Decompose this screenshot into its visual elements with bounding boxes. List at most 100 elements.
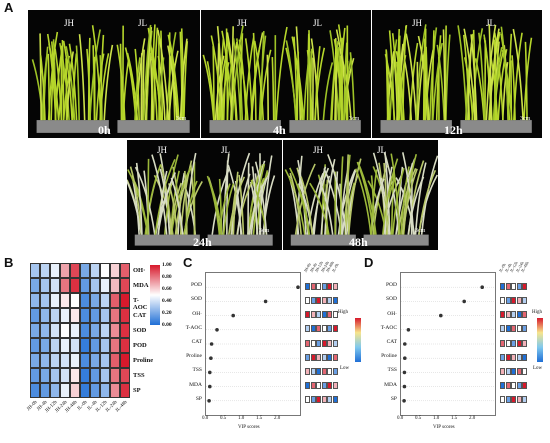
colorbar-tick-label: 0.00	[162, 322, 172, 328]
vip-color-square	[316, 325, 321, 333]
heatmap-cell	[110, 293, 120, 308]
heatmap-cell	[40, 308, 50, 323]
vip-color-square	[305, 367, 310, 375]
seedling-leaf	[66, 51, 74, 121]
seedling-graphic	[28, 10, 200, 138]
seedling-leaf	[231, 25, 244, 121]
vip-color-square	[505, 325, 511, 333]
vip-variable-label: CAT	[386, 339, 397, 345]
vip-x-tick: 0.0	[397, 416, 404, 421]
seedling-photo-12h: JH JL 12h 3cm	[372, 10, 542, 138]
vip-color-square	[316, 282, 321, 290]
seedling-graphic	[372, 10, 542, 138]
seedling-leaf	[390, 153, 401, 235]
vip-color-square	[511, 296, 516, 304]
seedling-leaf	[68, 43, 78, 121]
seedling-leaf	[250, 47, 261, 121]
seedling-leaf	[209, 184, 223, 235]
vip-color-square	[332, 353, 338, 361]
scale-bar-label: 3cm	[176, 116, 187, 122]
heatmap-colorbar	[150, 265, 160, 325]
vip-color-square	[310, 353, 316, 361]
vip-color-square	[305, 325, 310, 333]
vip-variable-label: MDA	[189, 381, 202, 388]
vip-color-square	[500, 396, 505, 404]
panel-label-d: D	[364, 255, 374, 270]
seedling-leaf	[149, 52, 154, 121]
vip-color-square	[522, 396, 527, 404]
vip-color-square	[327, 282, 332, 290]
seedling-leaf	[47, 31, 59, 121]
vip-color-square	[505, 282, 511, 290]
seedling-leaf	[103, 44, 114, 121]
heatmap-cell	[40, 353, 50, 368]
photo-time-label: 4h	[273, 123, 286, 137]
seedling-photo-48h: JH JL 48h 3cm	[283, 140, 438, 250]
vip-color-square	[522, 325, 527, 333]
seedling-leaf	[65, 46, 76, 121]
seedling-leaf	[493, 39, 497, 121]
seedling-leaf	[309, 182, 330, 235]
seedling-leaf	[217, 49, 228, 121]
seedling-leaf	[232, 171, 239, 235]
vip-color-square	[500, 311, 505, 319]
vip-color-square	[511, 367, 516, 375]
vip-color-square	[511, 353, 516, 361]
vip-color-square	[316, 311, 321, 319]
heatmap-cell	[80, 278, 90, 293]
vip-variable-label: MDA	[384, 381, 397, 388]
seedling-leaf	[160, 164, 173, 235]
vip-color-square	[522, 282, 527, 290]
seedling-graphic	[201, 10, 371, 138]
heatmap-cell	[50, 338, 60, 353]
seedling-leaf	[226, 37, 237, 121]
heatmap-cell	[100, 293, 110, 308]
vip-point	[215, 328, 219, 332]
vip-c-legend-bar	[355, 318, 361, 362]
seedling-leaf	[232, 38, 242, 121]
seedling-leaf	[478, 32, 486, 121]
heatmap-cell	[80, 338, 90, 353]
vip-color-square	[500, 339, 505, 347]
seedling-leaf	[170, 177, 184, 235]
vip-color-square	[327, 311, 332, 319]
vip-point	[209, 342, 214, 346]
vip-color-square	[500, 353, 505, 361]
seedling-leaf	[382, 158, 399, 235]
seedling-leaf	[48, 43, 60, 121]
vip-plot-d	[400, 272, 496, 416]
heatmap-cell	[110, 383, 120, 398]
seedling-leaf	[189, 164, 196, 235]
seedling-leaf	[382, 174, 403, 235]
heatmap-cell	[100, 323, 110, 338]
panel-label-a: A	[4, 0, 14, 15]
vip-color-square	[327, 339, 332, 347]
vip-d-legend-low: Low	[533, 366, 543, 371]
vip-color-square	[516, 339, 522, 347]
vip-color-square	[305, 282, 310, 290]
heatmap-cell	[100, 383, 110, 398]
photo-label-jh: JH	[313, 145, 324, 155]
vip-color-square	[516, 325, 522, 333]
vip-color-square	[305, 353, 310, 361]
vip-color-square	[332, 282, 338, 290]
heatmap-cell	[50, 293, 60, 308]
vip-color-square	[500, 382, 505, 390]
colorbar-tick-label: 0.80	[162, 274, 172, 280]
vip-point	[208, 384, 212, 389]
heatmap-cell	[40, 278, 50, 293]
seedling-leaf	[179, 31, 184, 121]
heatmap-cell	[30, 308, 40, 323]
vip-color-square	[327, 325, 332, 333]
vip-color-square	[516, 296, 522, 304]
vip-variable-label: SP	[390, 395, 397, 402]
seedling-tray	[363, 234, 429, 246]
vip-color-square	[321, 367, 327, 375]
photo-label-jl: JL	[486, 18, 495, 28]
vip-plot-c	[205, 272, 301, 416]
vip-color-square	[516, 367, 522, 375]
seedling-leaf	[275, 26, 288, 121]
vip-point	[462, 299, 466, 304]
photo-time-label: 48h	[349, 235, 368, 249]
vip-color-square	[321, 382, 327, 390]
